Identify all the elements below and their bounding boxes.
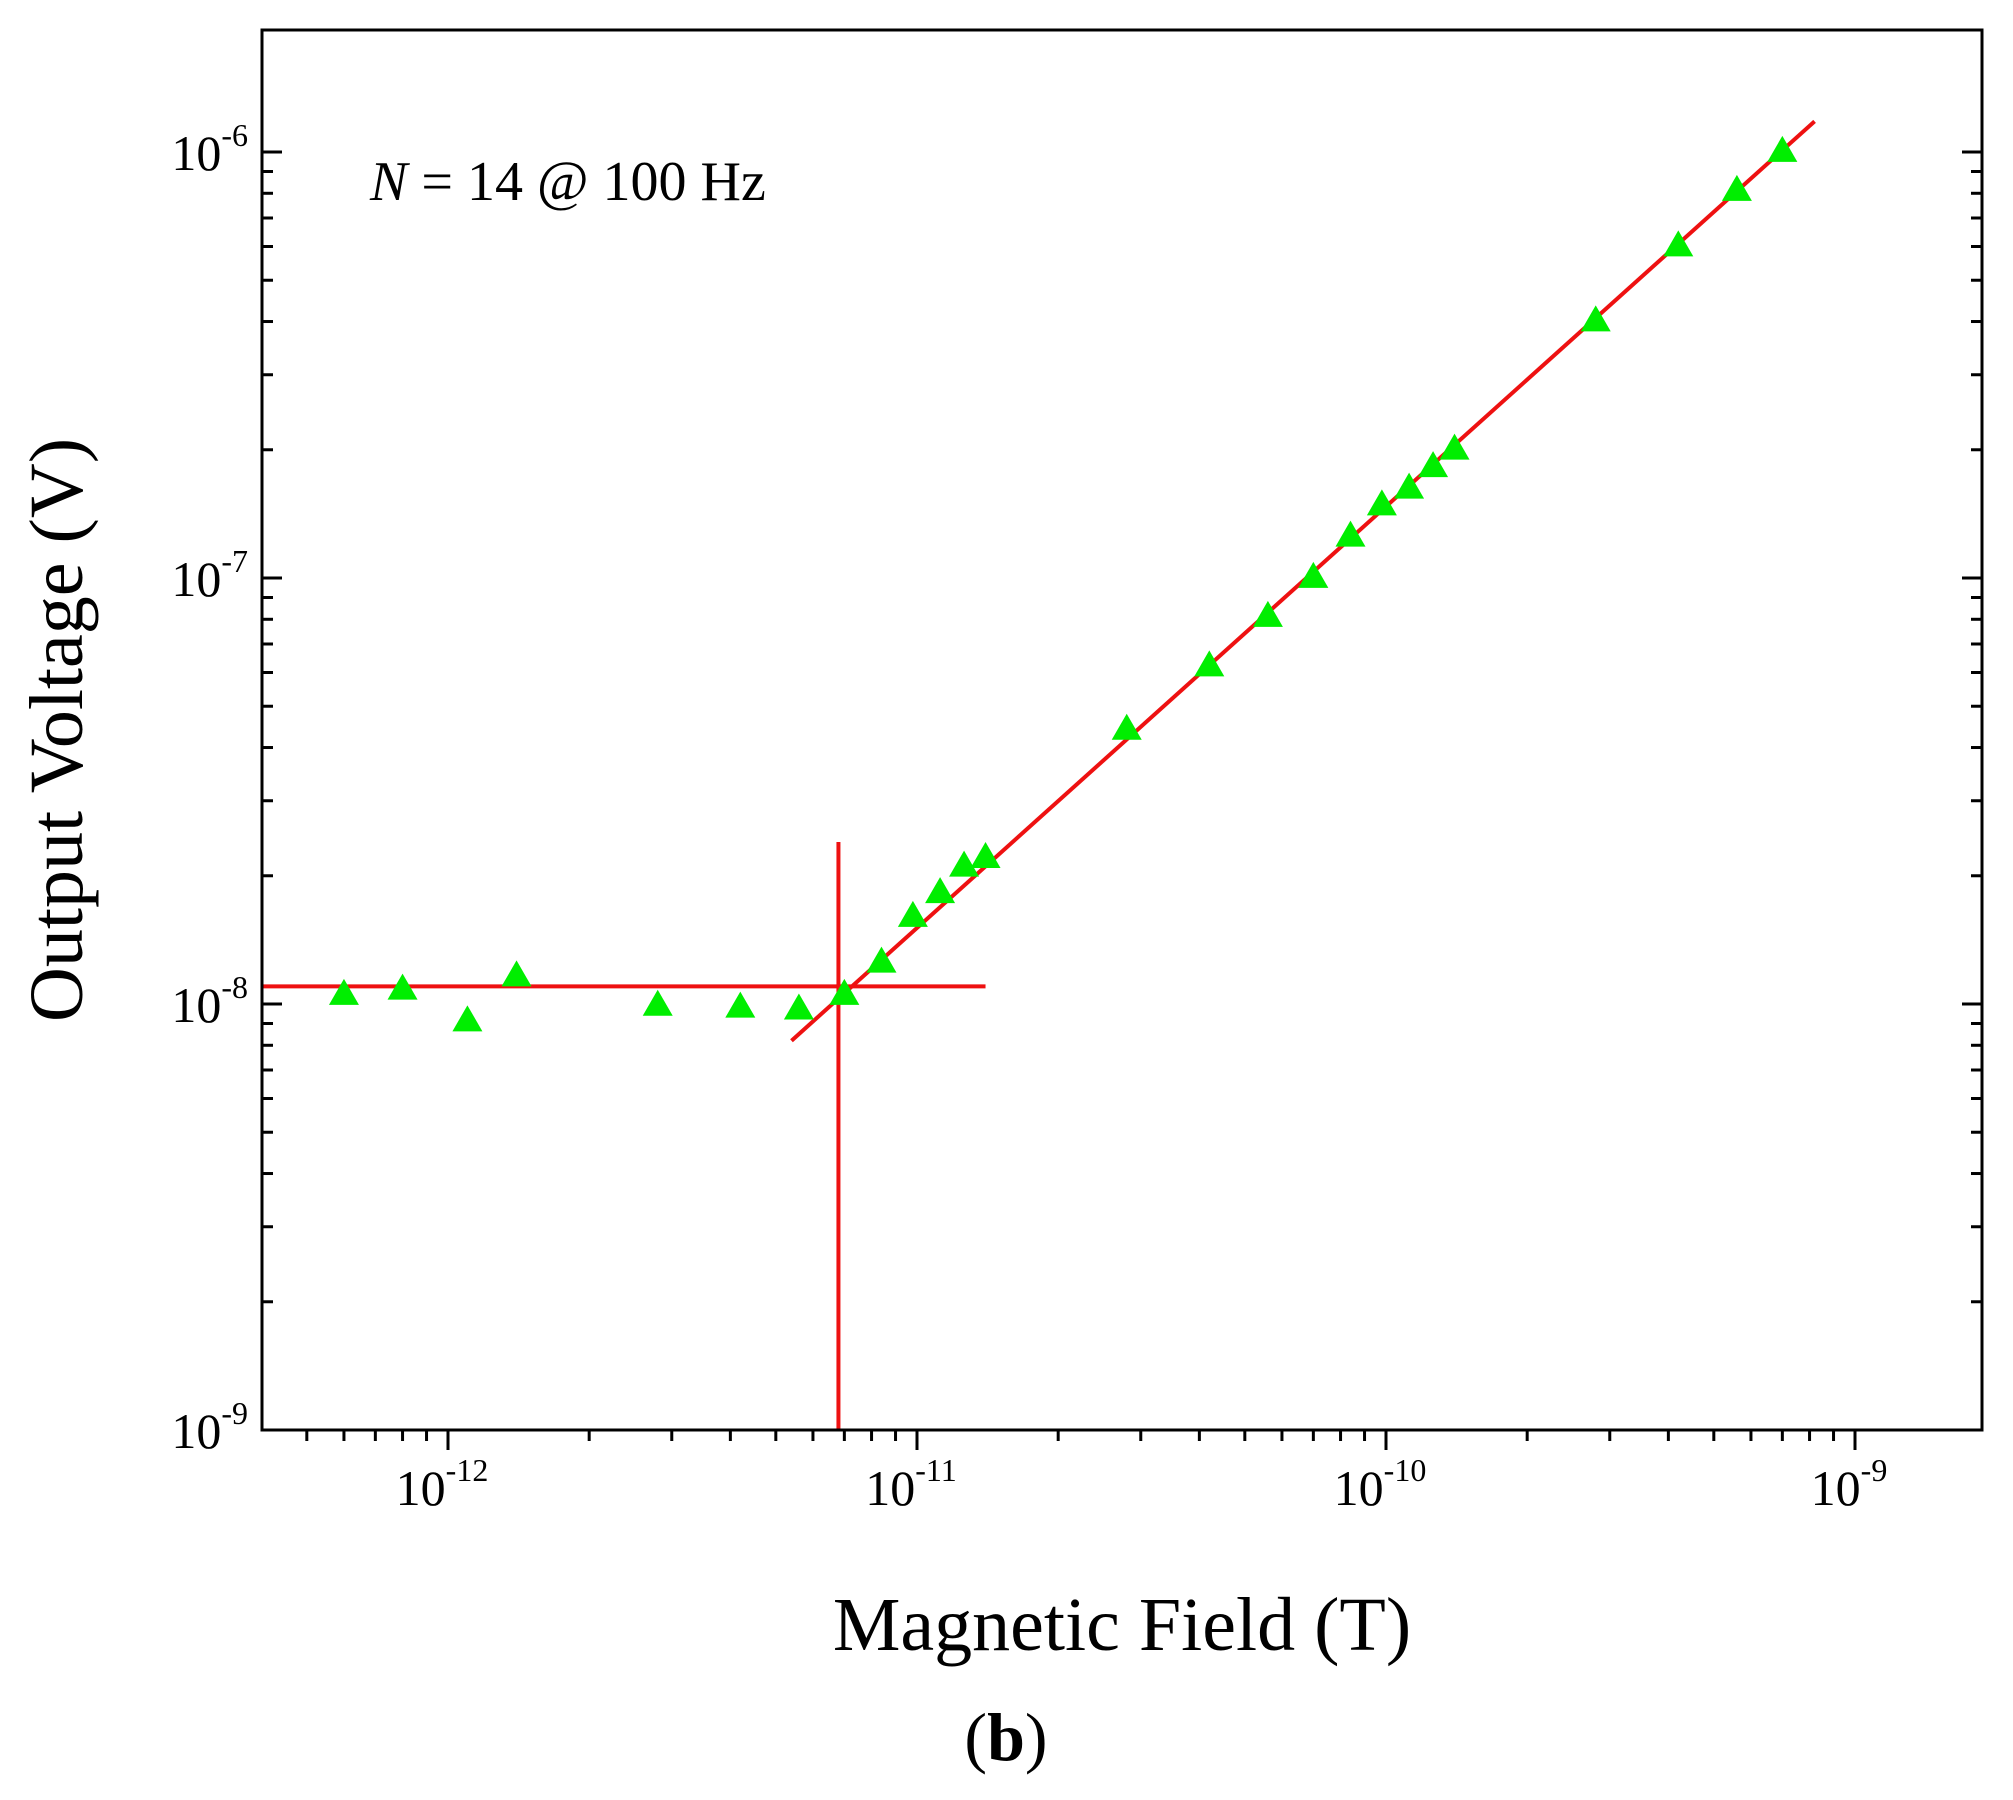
data-point-triangle <box>387 973 418 1000</box>
data-point-triangle <box>1394 472 1425 499</box>
x-tick-label: 10-10 <box>1334 1452 1427 1516</box>
data-point-triangle <box>1194 650 1225 677</box>
data-point-triangle <box>725 991 756 1018</box>
annotation-label: N = 14 @ 100 Hz <box>369 151 766 213</box>
data-point-triangle <box>1663 230 1694 257</box>
data-point-triangle <box>1580 305 1611 332</box>
data-point-triangle <box>642 989 673 1016</box>
y-tick-labels: 10-9 10-8 10-7 10-6 <box>171 117 248 1459</box>
data-point-triangle <box>1298 561 1329 588</box>
data-point-triangle <box>1335 520 1366 547</box>
y-tick-label: 10-8 <box>171 969 248 1033</box>
data-point-triangle <box>970 842 1001 869</box>
x-tick-label: 10-11 <box>865 1452 956 1516</box>
data-point-triangle <box>925 877 956 904</box>
data-points <box>328 135 1798 1032</box>
data-point-triangle <box>829 978 860 1005</box>
data-point-triangle <box>1252 600 1283 627</box>
y-tick-label: 10-7 <box>171 543 248 607</box>
y-tick-label: 10-6 <box>171 117 248 181</box>
y-axis-title: Output Voltage (V) <box>15 438 99 1022</box>
panel-label: (b) <box>964 1699 1047 1775</box>
plot-frame <box>260 28 1984 1432</box>
x-axis-title: Magnetic Field (T) <box>833 1583 1411 1667</box>
data-point-triangle <box>452 1005 483 1032</box>
x-tick-label: 10-9 <box>1811 1452 1888 1516</box>
data-point-triangle <box>1111 713 1142 740</box>
fit-lines <box>261 119 1816 1430</box>
data-point-triangle <box>328 978 359 1005</box>
x-tick-label: 10-12 <box>396 1452 489 1516</box>
data-point-triangle <box>1721 174 1752 201</box>
data-point-triangle <box>866 946 897 973</box>
y-tick-label: 10-9 <box>171 1395 248 1459</box>
data-point-triangle <box>949 850 980 877</box>
data-point-triangle <box>897 900 928 927</box>
data-point-triangle <box>1767 135 1798 162</box>
tick-layer <box>262 150 1982 1450</box>
x-tick-labels: 10-12 10-11 10-10 10-9 <box>396 1452 1888 1516</box>
data-point-triangle <box>1366 489 1397 516</box>
data-point-triangle <box>1439 433 1470 460</box>
data-point-triangle <box>783 993 814 1020</box>
data-point-triangle <box>501 960 532 987</box>
data-point-triangle <box>1418 451 1449 478</box>
